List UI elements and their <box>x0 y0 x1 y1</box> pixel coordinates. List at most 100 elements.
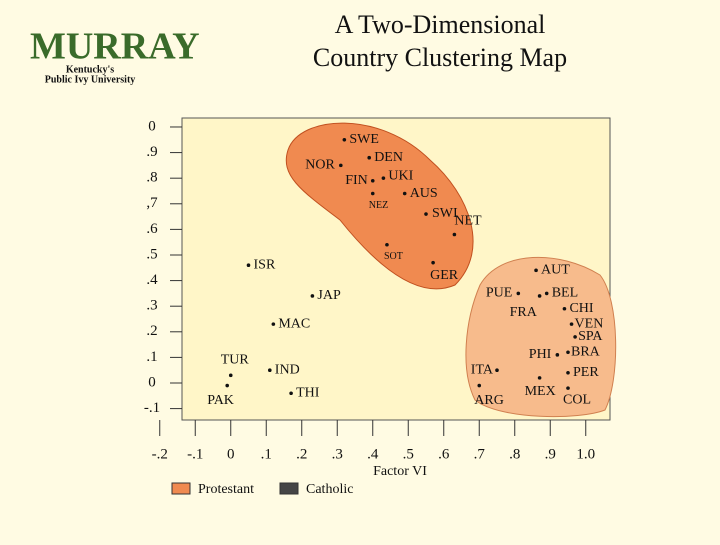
point <box>566 350 570 355</box>
point-label: SOT <box>384 251 403 262</box>
point <box>289 391 293 396</box>
point-label: ARG <box>474 393 504 408</box>
y-tick-label: .5 <box>146 246 157 262</box>
point-label: BEL <box>552 286 578 301</box>
point <box>246 263 251 268</box>
chart-title: A Two-Dimensional <box>335 10 546 39</box>
y-tick-label: .6 <box>146 221 158 237</box>
point-label: ITA <box>471 362 494 377</box>
point <box>477 383 482 388</box>
x-tick-label: .7 <box>474 446 486 462</box>
x-tick-label: .3 <box>332 446 343 462</box>
point <box>537 376 542 380</box>
point <box>268 368 272 372</box>
point-label: AUT <box>541 263 570 278</box>
point <box>228 373 233 378</box>
point-label: NEZ <box>369 200 388 211</box>
point-label: FIN <box>345 173 368 188</box>
point <box>381 176 386 180</box>
point <box>431 260 435 265</box>
point <box>537 294 542 298</box>
point-label: BRA <box>571 344 601 359</box>
logo-tagline: Kentucky's <box>66 64 114 75</box>
legend-label: Protestant <box>198 482 254 497</box>
y-tick-label: 0 <box>148 374 156 390</box>
x-tick-label: .2 <box>296 446 307 462</box>
point-label: PER <box>573 365 599 380</box>
x-tick-label: .9 <box>545 446 556 462</box>
point <box>342 137 347 142</box>
point-label: UKI <box>388 168 413 183</box>
point <box>310 294 315 298</box>
x-axis-label: Factor VI <box>373 464 427 479</box>
x-tick-label: .6 <box>438 446 450 462</box>
point <box>555 353 560 357</box>
point-label: FRA <box>510 305 538 320</box>
point-label: VEN <box>575 316 604 331</box>
point <box>495 368 499 372</box>
point-label: CHI <box>569 301 593 316</box>
point <box>452 232 457 237</box>
point-label: COL <box>563 392 591 407</box>
point-label: AUS <box>410 186 438 201</box>
point <box>562 306 567 311</box>
y-tick-label: 0 <box>148 118 156 134</box>
catholic-cluster <box>465 256 617 418</box>
x-tick-label: -.1 <box>187 446 203 462</box>
point <box>534 268 538 273</box>
point <box>516 291 521 296</box>
y-tick-label: .9 <box>146 144 157 160</box>
x-tick-label: .5 <box>403 446 414 462</box>
y-tick-label: .3 <box>146 298 157 314</box>
point <box>225 383 229 388</box>
point <box>424 212 428 216</box>
point-label: DEN <box>374 150 403 165</box>
y-tick-label: .4 <box>146 272 158 288</box>
x-tick-label: -.2 <box>152 446 168 462</box>
point-label: PAK <box>207 393 234 408</box>
point <box>339 163 343 168</box>
point <box>573 335 577 339</box>
chart-title: Country Clustering Map <box>313 43 567 72</box>
point <box>544 291 549 296</box>
point <box>367 155 372 160</box>
point <box>385 242 389 247</box>
point <box>271 322 276 326</box>
point <box>566 386 570 390</box>
point <box>402 191 407 196</box>
point <box>566 370 570 375</box>
legend-label: Catholic <box>306 482 353 497</box>
point <box>569 322 574 326</box>
point-label: SWE <box>349 132 379 147</box>
point-label: MEX <box>525 384 556 399</box>
point-label: GER <box>430 268 459 283</box>
point-label: ISR <box>254 257 276 272</box>
point-label: TUR <box>221 353 250 368</box>
x-tick-label: .4 <box>367 446 379 462</box>
logo-tagline: Public Ivy University <box>45 74 136 85</box>
protestant-cluster <box>285 122 474 290</box>
x-tick-label: .8 <box>509 446 520 462</box>
legend-swatch <box>279 482 299 495</box>
point-label: SPA <box>578 329 603 344</box>
point-label: SWI <box>432 206 458 221</box>
y-tick-label: .2 <box>146 323 157 339</box>
point-label: NOR <box>305 158 335 173</box>
y-tick-label: ,7 <box>146 195 158 211</box>
x-tick-label: 1.0 <box>576 446 595 462</box>
x-tick-label: 0 <box>227 446 235 462</box>
point-label: JAP <box>317 288 341 303</box>
y-tick-label: .8 <box>146 170 157 186</box>
x-tick-label: .1 <box>261 446 272 462</box>
logo-name: MURRAY <box>30 26 200 68</box>
y-tick-label: .1 <box>146 349 157 365</box>
y-tick-label: -.1 <box>144 400 160 416</box>
point-label: NET <box>454 214 482 229</box>
point-label: PUE <box>486 286 512 301</box>
point-label: THI <box>296 385 320 400</box>
point-label: PHI <box>529 347 552 362</box>
point <box>370 191 375 196</box>
legend-swatch <box>171 482 191 495</box>
point-label: IND <box>275 362 300 377</box>
